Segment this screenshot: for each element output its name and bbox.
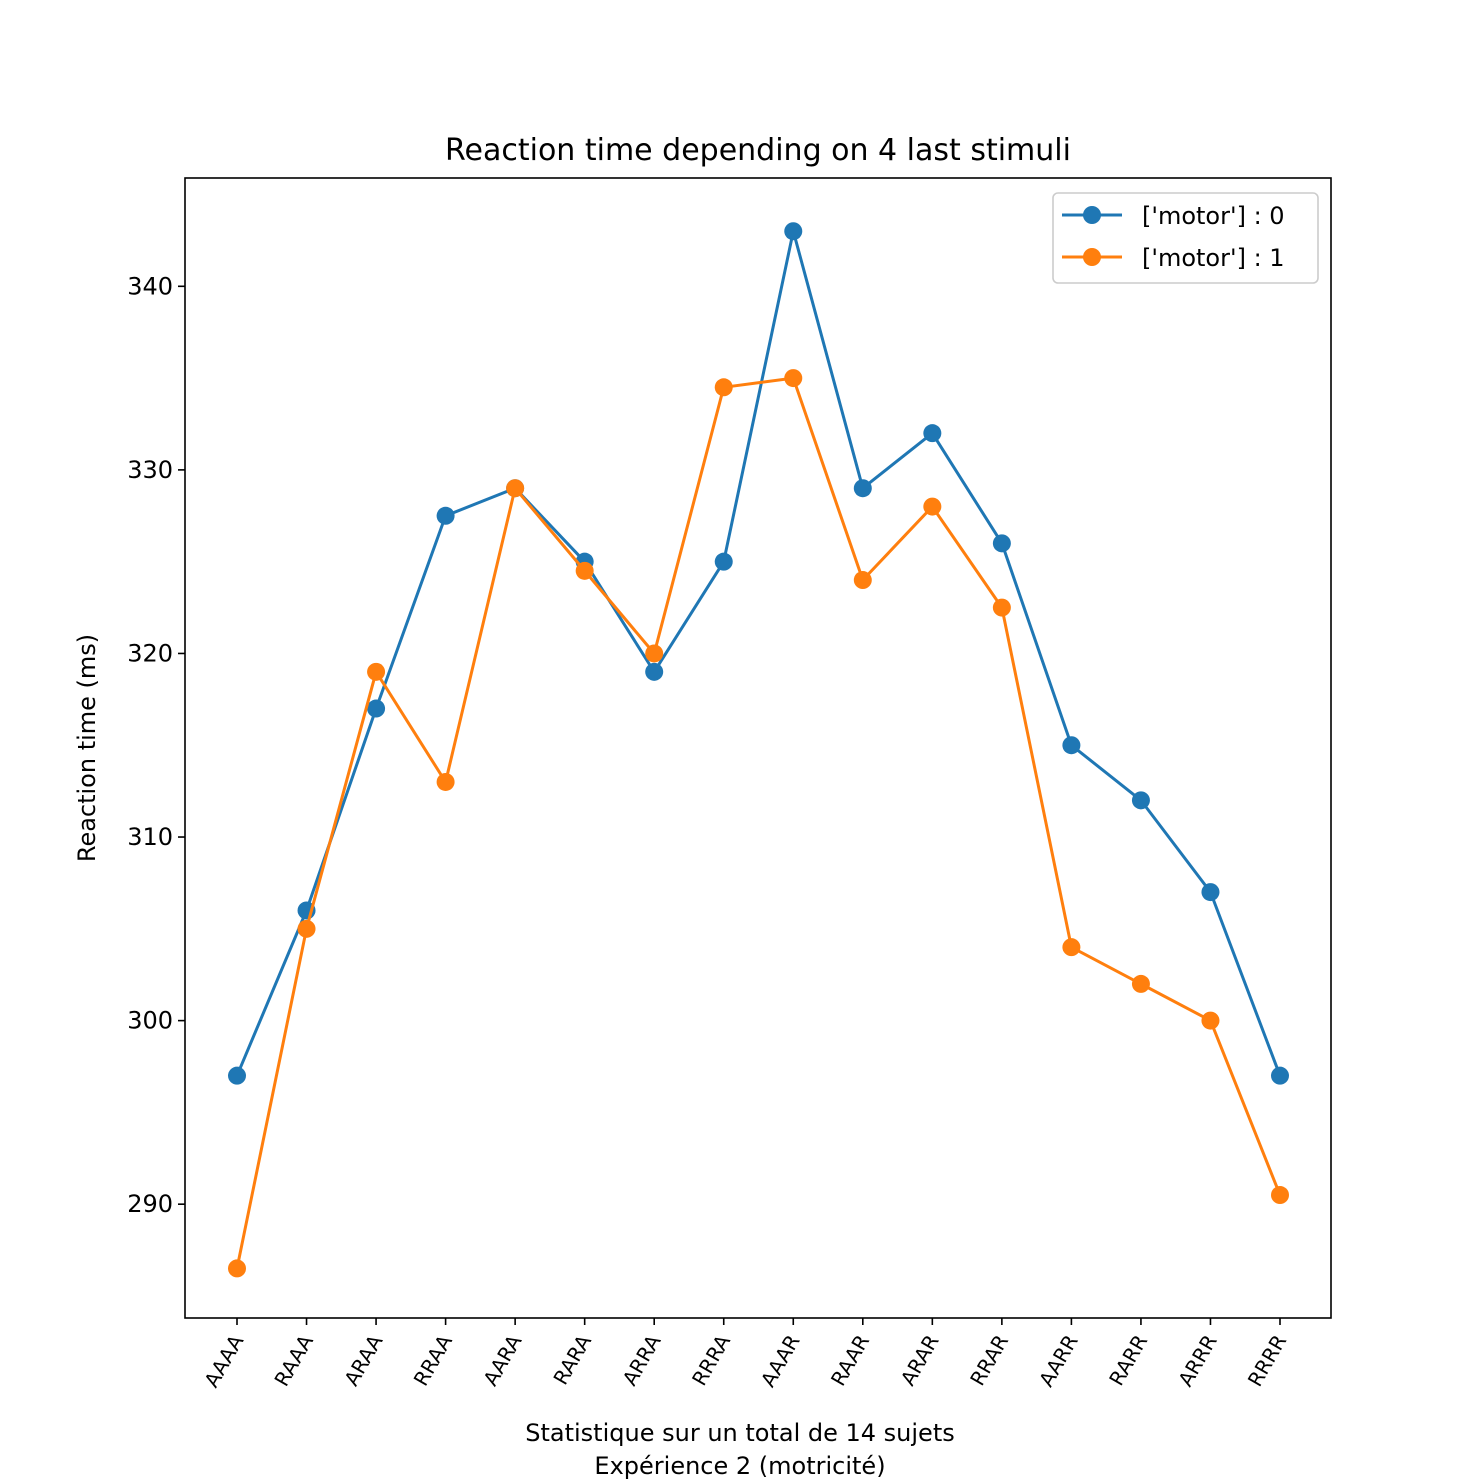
data-point-motor-0 — [853, 479, 872, 498]
data-point-motor-0 — [1131, 791, 1150, 810]
legend: ['motor'] : 0 ['motor'] : 1 — [1052, 192, 1319, 284]
x-axis-label-line-2: Expérience 2 (motricité) — [594, 1452, 885, 1480]
data-point-motor-1 — [714, 378, 733, 397]
data-point-motor-1 — [1201, 1011, 1220, 1030]
y-tick-label: 330 — [127, 456, 173, 484]
y-axis-ticks: 290 300 310 320 330 340 — [127, 272, 185, 1218]
data-point-motor-1 — [1271, 1186, 1289, 1205]
data-point-motor-0 — [1201, 883, 1220, 902]
data-point-motor-0 — [784, 222, 803, 241]
legend-marker-motor-0 — [1083, 206, 1101, 224]
data-point-motor-1 — [784, 369, 803, 388]
data-point-motor-0 — [923, 424, 942, 443]
series-line-motor-0 — [235, 229, 1282, 1077]
data-point-motor-0 — [1062, 736, 1081, 755]
data-point-motor-0 — [436, 506, 455, 525]
data-point-motor-1 — [506, 479, 525, 498]
data-point-motor-0 — [645, 662, 664, 681]
data-point-motor-0 — [367, 699, 386, 718]
legend-label-motor-1: ['motor'] : 1 — [1142, 244, 1285, 272]
data-point-motor-1 — [297, 919, 316, 938]
y-tick-label: 300 — [127, 1007, 173, 1035]
data-point-motor-1 — [992, 598, 1011, 617]
data-point-motor-1 — [1062, 938, 1081, 957]
data-point-motor-1 — [853, 571, 872, 590]
chart-title: Reaction time depending on 4 last stimul… — [445, 133, 1071, 168]
data-point-motor-1 — [1131, 974, 1150, 993]
data-point-motor-1 — [645, 644, 664, 663]
y-tick-label: 320 — [127, 639, 173, 667]
legend-label-motor-0: ['motor'] : 0 — [1142, 202, 1285, 230]
legend-marker-motor-1 — [1083, 248, 1101, 266]
x-axis-label-line-1: Statistique sur un total de 14 sujets — [525, 1419, 954, 1447]
y-tick-label: 310 — [127, 823, 173, 851]
data-point-motor-1 — [436, 772, 455, 791]
data-point-motor-1 — [923, 497, 942, 516]
y-axis-label: Reaction time (ms) — [73, 634, 101, 862]
data-point-motor-0 — [1271, 1066, 1289, 1085]
data-point-motor-0 — [992, 534, 1011, 553]
series-layer — [228, 222, 1289, 1278]
data-point-motor-0 — [714, 552, 733, 571]
data-point-motor-1 — [575, 561, 594, 580]
data-point-motor-0 — [228, 1066, 246, 1085]
y-tick-label: 290 — [127, 1190, 173, 1218]
plot-area-frame — [184, 177, 1332, 1319]
data-point-motor-1 — [367, 662, 386, 681]
series-line-motor-1 — [235, 376, 1282, 1269]
y-tick-label: 340 — [127, 272, 173, 300]
data-point-motor-1 — [228, 1259, 246, 1278]
